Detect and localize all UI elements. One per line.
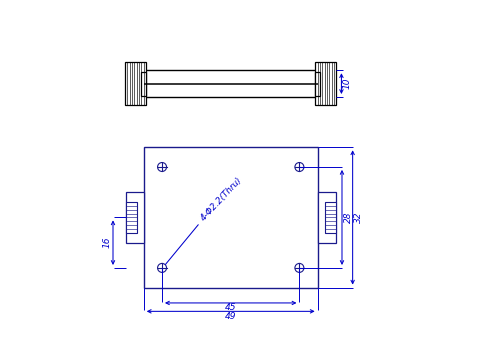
Bar xyxy=(315,72,320,96)
Bar xyxy=(126,192,144,243)
Text: 45: 45 xyxy=(225,304,237,312)
Text: 28: 28 xyxy=(344,212,353,223)
Bar xyxy=(126,202,137,233)
Text: 10: 10 xyxy=(342,78,352,90)
Bar xyxy=(325,202,336,233)
Bar xyxy=(125,62,146,105)
Text: 32: 32 xyxy=(355,212,363,223)
Text: 49: 49 xyxy=(225,312,237,321)
Bar xyxy=(141,72,146,96)
Bar xyxy=(144,70,318,97)
Text: 16: 16 xyxy=(102,237,112,248)
Text: 4-Φ2.2(Thru): 4-Φ2.2(Thru) xyxy=(199,176,244,223)
Bar xyxy=(315,62,336,105)
Bar xyxy=(144,147,318,288)
Bar xyxy=(318,192,336,243)
